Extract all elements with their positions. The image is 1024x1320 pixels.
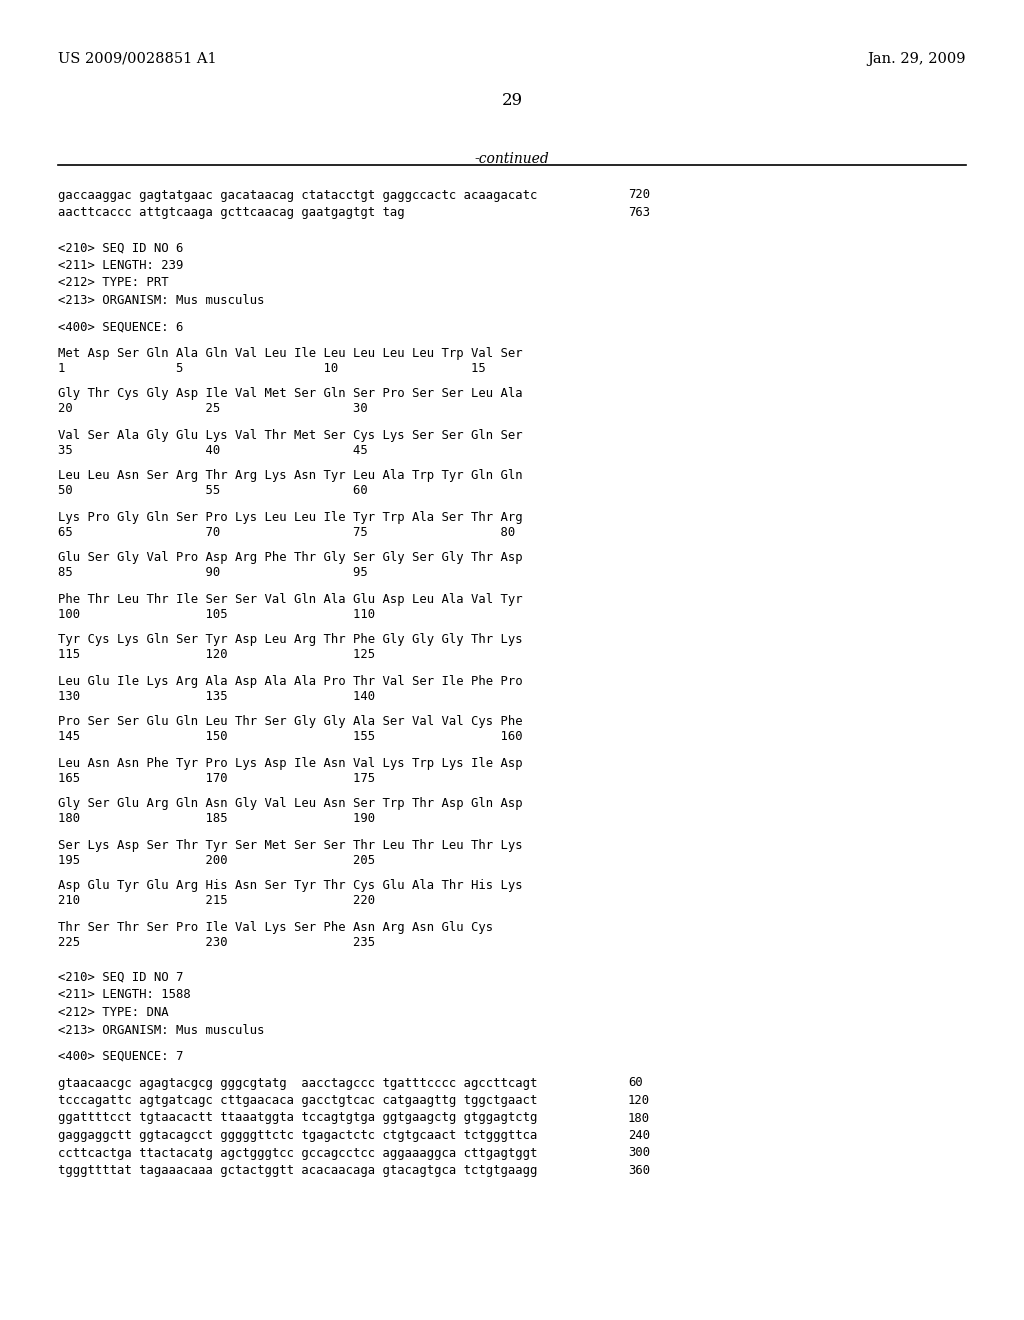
Text: 50                  55                  60: 50 55 60 bbox=[58, 484, 368, 498]
Text: 115                 120                 125: 115 120 125 bbox=[58, 648, 375, 661]
Text: 210                 215                 220: 210 215 220 bbox=[58, 895, 375, 908]
Text: <210> SEQ ID NO 7: <210> SEQ ID NO 7 bbox=[58, 972, 183, 983]
Text: <400> SEQUENCE: 6: <400> SEQUENCE: 6 bbox=[58, 321, 183, 334]
Text: aacttcaccc attgtcaaga gcttcaacag gaatgagtgt tag: aacttcaccc attgtcaaga gcttcaacag gaatgag… bbox=[58, 206, 404, 219]
Text: Leu Glu Ile Lys Arg Ala Asp Ala Ala Pro Thr Val Ser Ile Phe Pro: Leu Glu Ile Lys Arg Ala Asp Ala Ala Pro … bbox=[58, 675, 522, 688]
Text: 240: 240 bbox=[628, 1129, 650, 1142]
Text: -continued: -continued bbox=[475, 152, 549, 166]
Text: 85                  90                  95: 85 90 95 bbox=[58, 566, 368, 579]
Text: Ser Lys Asp Ser Thr Tyr Ser Met Ser Ser Thr Leu Thr Leu Thr Lys: Ser Lys Asp Ser Thr Tyr Ser Met Ser Ser … bbox=[58, 838, 522, 851]
Text: Lys Pro Gly Gln Ser Pro Lys Leu Leu Ile Tyr Trp Ala Ser Thr Arg: Lys Pro Gly Gln Ser Pro Lys Leu Leu Ile … bbox=[58, 511, 522, 524]
Text: 130                 135                 140: 130 135 140 bbox=[58, 689, 375, 702]
Text: 65                  70                  75                  80: 65 70 75 80 bbox=[58, 525, 515, 539]
Text: 180                 185                 190: 180 185 190 bbox=[58, 813, 375, 825]
Text: gaggaggctt ggtacagcct gggggttctc tgagactctc ctgtgcaact tctgggttca: gaggaggctt ggtacagcct gggggttctc tgagact… bbox=[58, 1129, 538, 1142]
Text: 35                  40                  45: 35 40 45 bbox=[58, 444, 368, 457]
Text: Val Ser Ala Gly Glu Lys Val Thr Met Ser Cys Lys Ser Ser Gln Ser: Val Ser Ala Gly Glu Lys Val Thr Met Ser … bbox=[58, 429, 522, 441]
Text: Gly Thr Cys Gly Asp Ile Val Met Ser Gln Ser Pro Ser Ser Leu Ala: Gly Thr Cys Gly Asp Ile Val Met Ser Gln … bbox=[58, 388, 522, 400]
Text: Jan. 29, 2009: Jan. 29, 2009 bbox=[867, 51, 966, 66]
Text: <400> SEQUENCE: 7: <400> SEQUENCE: 7 bbox=[58, 1049, 183, 1063]
Text: tgggttttat tagaaacaaa gctactggtt acacaacaga gtacagtgca tctgtgaagg: tgggttttat tagaaacaaa gctactggtt acacaac… bbox=[58, 1164, 538, 1177]
Text: Leu Asn Asn Phe Tyr Pro Lys Asp Ile Asn Val Lys Trp Lys Ile Asp: Leu Asn Asn Phe Tyr Pro Lys Asp Ile Asn … bbox=[58, 756, 522, 770]
Text: Met Asp Ser Gln Ala Gln Val Leu Ile Leu Leu Leu Leu Trp Val Ser: Met Asp Ser Gln Ala Gln Val Leu Ile Leu … bbox=[58, 346, 522, 359]
Text: Pro Ser Ser Glu Gln Leu Thr Ser Gly Gly Ala Ser Val Val Cys Phe: Pro Ser Ser Glu Gln Leu Thr Ser Gly Gly … bbox=[58, 715, 522, 729]
Text: 1               5                   10                  15: 1 5 10 15 bbox=[58, 362, 485, 375]
Text: 720: 720 bbox=[628, 189, 650, 202]
Text: 60: 60 bbox=[628, 1077, 643, 1089]
Text: ccttcactga ttactacatg agctgggtcc gccagcctcc aggaaaggca cttgagtggt: ccttcactga ttactacatg agctgggtcc gccagcc… bbox=[58, 1147, 538, 1159]
Text: 225                 230                 235: 225 230 235 bbox=[58, 936, 375, 949]
Text: US 2009/0028851 A1: US 2009/0028851 A1 bbox=[58, 51, 217, 66]
Text: Asp Glu Tyr Glu Arg His Asn Ser Tyr Thr Cys Glu Ala Thr His Lys: Asp Glu Tyr Glu Arg His Asn Ser Tyr Thr … bbox=[58, 879, 522, 892]
Text: 20                  25                  30: 20 25 30 bbox=[58, 403, 368, 416]
Text: Tyr Cys Lys Gln Ser Tyr Asp Leu Arg Thr Phe Gly Gly Gly Thr Lys: Tyr Cys Lys Gln Ser Tyr Asp Leu Arg Thr … bbox=[58, 634, 522, 647]
Text: <211> LENGTH: 239: <211> LENGTH: 239 bbox=[58, 259, 183, 272]
Text: <212> TYPE: DNA: <212> TYPE: DNA bbox=[58, 1006, 169, 1019]
Text: Thr Ser Thr Ser Pro Ile Val Lys Ser Phe Asn Arg Asn Glu Cys: Thr Ser Thr Ser Pro Ile Val Lys Ser Phe … bbox=[58, 920, 494, 933]
Text: 165                 170                 175: 165 170 175 bbox=[58, 771, 375, 784]
Text: 180: 180 bbox=[628, 1111, 650, 1125]
Text: <211> LENGTH: 1588: <211> LENGTH: 1588 bbox=[58, 989, 190, 1002]
Text: gaccaaggac gagtatgaac gacataacag ctatacctgt gaggccactc acaagacatc: gaccaaggac gagtatgaac gacataacag ctatacc… bbox=[58, 189, 538, 202]
Text: Glu Ser Gly Val Pro Asp Arg Phe Thr Gly Ser Gly Ser Gly Thr Asp: Glu Ser Gly Val Pro Asp Arg Phe Thr Gly … bbox=[58, 552, 522, 565]
Text: 360: 360 bbox=[628, 1164, 650, 1177]
Text: 120: 120 bbox=[628, 1094, 650, 1107]
Text: <213> ORGANISM: Mus musculus: <213> ORGANISM: Mus musculus bbox=[58, 294, 264, 308]
Text: 100                 105                 110: 100 105 110 bbox=[58, 607, 375, 620]
Text: <210> SEQ ID NO 6: <210> SEQ ID NO 6 bbox=[58, 242, 183, 255]
Text: 300: 300 bbox=[628, 1147, 650, 1159]
Text: 763: 763 bbox=[628, 206, 650, 219]
Text: Leu Leu Asn Ser Arg Thr Arg Lys Asn Tyr Leu Ala Trp Tyr Gln Gln: Leu Leu Asn Ser Arg Thr Arg Lys Asn Tyr … bbox=[58, 470, 522, 483]
Text: gtaacaacgc agagtacgcg gggcgtatg  aacctagccc tgatttcccc agccttcagt: gtaacaacgc agagtacgcg gggcgtatg aacctagc… bbox=[58, 1077, 538, 1089]
Text: 29: 29 bbox=[502, 92, 522, 110]
Text: <213> ORGANISM: Mus musculus: <213> ORGANISM: Mus musculus bbox=[58, 1023, 264, 1036]
Text: Phe Thr Leu Thr Ile Ser Ser Val Gln Ala Glu Asp Leu Ala Val Tyr: Phe Thr Leu Thr Ile Ser Ser Val Gln Ala … bbox=[58, 593, 522, 606]
Text: ggattttcct tgtaacactt ttaaatggta tccagtgtga ggtgaagctg gtggagtctg: ggattttcct tgtaacactt ttaaatggta tccagtg… bbox=[58, 1111, 538, 1125]
Text: Gly Ser Glu Arg Gln Asn Gly Val Leu Asn Ser Trp Thr Asp Gln Asp: Gly Ser Glu Arg Gln Asn Gly Val Leu Asn … bbox=[58, 797, 522, 810]
Text: tcccagattc agtgatcagc cttgaacaca gacctgtcac catgaagttg tggctgaact: tcccagattc agtgatcagc cttgaacaca gacctgt… bbox=[58, 1094, 538, 1107]
Text: <212> TYPE: PRT: <212> TYPE: PRT bbox=[58, 276, 169, 289]
Text: 145                 150                 155                 160: 145 150 155 160 bbox=[58, 730, 522, 743]
Text: 195                 200                 205: 195 200 205 bbox=[58, 854, 375, 866]
